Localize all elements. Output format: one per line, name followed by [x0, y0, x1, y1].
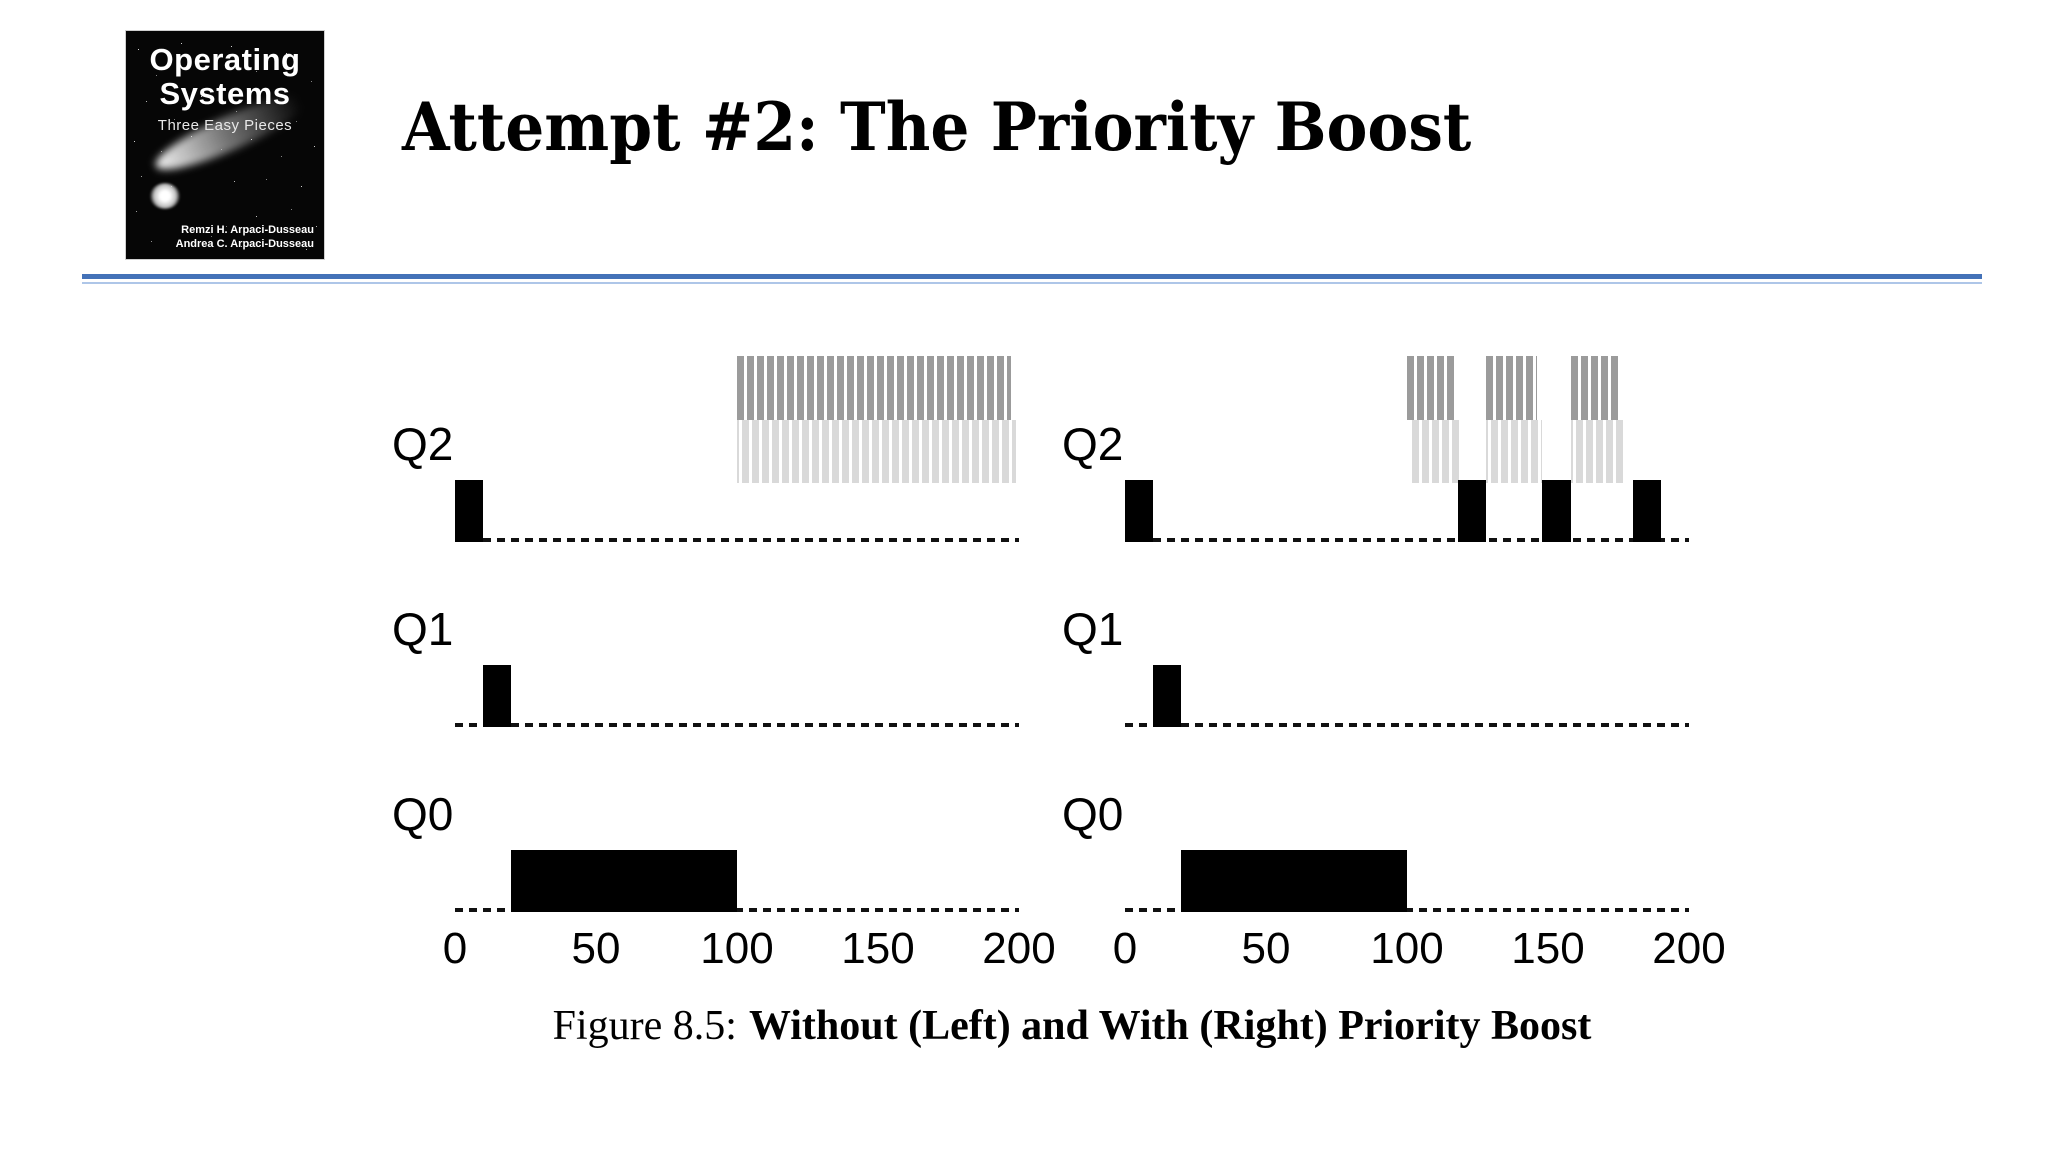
job-run-bar	[455, 480, 484, 542]
figure-caption-prefix: Figure 8.5:	[552, 1003, 737, 1049]
x-axis-tick-label: 100	[700, 924, 774, 973]
cover-title: Operating Systems	[126, 43, 324, 111]
queue-label-q2: Q2	[1062, 418, 1124, 470]
queue-label-q1: Q1	[1062, 603, 1124, 655]
queue-label-q1: Q1	[392, 603, 454, 655]
baseline-dashed-q1	[455, 723, 1019, 727]
hatched-run-dark	[737, 356, 1011, 420]
header-rule-accent	[82, 282, 1982, 284]
hatched-run-dark	[1407, 356, 1455, 420]
job-run-bar	[1125, 480, 1154, 542]
job-run-bar	[483, 665, 512, 727]
x-axis-tick-label: 200	[982, 924, 1056, 973]
queue-label-q0: Q0	[392, 788, 454, 840]
cover-subtitle: Three Easy Pieces	[157, 117, 293, 134]
figure-caption: Figure 8.5: Without (Left) and With (Righ…	[455, 1002, 1689, 1050]
hatched-run-light	[1570, 420, 1627, 483]
x-axis-tick-label: 100	[1370, 924, 1444, 973]
baseline-dashed-q0	[455, 908, 1019, 912]
job-run-bar	[511, 850, 737, 912]
baseline-dashed-q2	[1125, 538, 1689, 542]
job-run-bar	[1457, 480, 1486, 542]
cover-title-line1: Operating	[149, 42, 301, 77]
cover-title-line2: Systems	[159, 76, 291, 111]
job-run-bar	[1153, 665, 1182, 727]
hatched-run-light	[1485, 420, 1542, 483]
baseline-dashed-q0	[1125, 908, 1689, 912]
hatched-run-light	[737, 420, 1016, 483]
comet-head-image	[150, 183, 180, 209]
queue-label-q0: Q0	[1062, 788, 1124, 840]
hatched-run-dark	[1570, 356, 1622, 420]
header-rule	[82, 274, 1982, 279]
book-cover: Operating Systems Three Easy Pieces Remz…	[125, 30, 325, 260]
x-axis-tick-label: 150	[841, 924, 915, 973]
slide-title: Attempt #2: The Priority Boost	[402, 88, 1472, 166]
baseline-dashed-q1	[1125, 723, 1689, 727]
figure-caption-bold: Without (Left) and With (Right) Priority…	[748, 1003, 1592, 1049]
hatched-run-light	[1407, 420, 1460, 483]
cover-author-2: Andrea C. Arpaci-Dusseau	[175, 238, 314, 250]
job-run-bar	[1181, 850, 1407, 912]
x-axis-tick-label: 50	[571, 924, 621, 973]
cover-authors: Remzi H. Arpaci-Dusseau Andrea C. Arpaci…	[176, 223, 314, 251]
baseline-dashed-q2	[455, 538, 1019, 542]
x-axis-tick-label: 200	[1652, 924, 1726, 973]
x-axis-tick-label: 0	[442, 924, 468, 973]
starfield	[126, 31, 127, 32]
x-axis-tick-label: 50	[1241, 924, 1291, 973]
job-run-bar	[1632, 480, 1661, 542]
job-run-bar	[1542, 480, 1571, 542]
hatched-run-dark	[1485, 356, 1537, 420]
x-axis-tick-label: 150	[1511, 924, 1585, 973]
x-axis-tick-label: 0	[1112, 924, 1138, 973]
queue-label-q2: Q2	[392, 418, 454, 470]
cover-author-1: Remzi H. Arpaci-Dusseau	[181, 224, 314, 236]
